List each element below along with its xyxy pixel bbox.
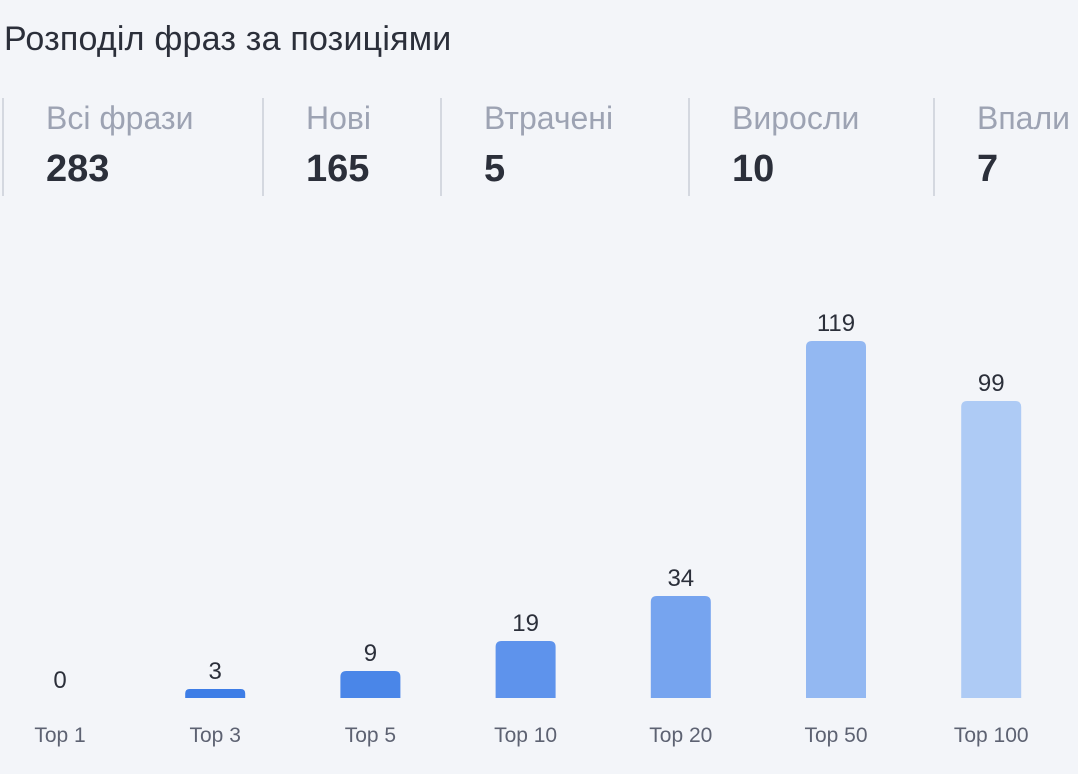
category-label: Top 1 xyxy=(34,724,85,747)
stats-row: Всі фрази 283 Нові 165 Втрачені 5 Виросл… xyxy=(0,98,1078,196)
stat-value: 7 xyxy=(977,148,999,190)
category-label: Top 100 xyxy=(954,724,1029,747)
bar-value-label: 0 xyxy=(53,667,66,694)
stat-value: 165 xyxy=(306,148,370,190)
bar-top-5[interactable] xyxy=(340,671,401,698)
stat-label: Втрачені xyxy=(484,100,614,136)
bar-top-3[interactable] xyxy=(185,689,246,698)
bar-top-20[interactable] xyxy=(650,596,711,698)
stat-label: Всі фрази xyxy=(46,100,194,136)
bar-value-label: 19 xyxy=(512,610,539,637)
stat-value: 283 xyxy=(46,148,110,190)
category-label: Top 3 xyxy=(190,724,241,747)
bar-value-label: 99 xyxy=(978,370,1005,397)
stat-label: Нові xyxy=(306,100,372,136)
bar-value-label: 9 xyxy=(364,640,377,667)
stat-value: 10 xyxy=(732,148,775,190)
stat-fell[interactable]: Впали 7 xyxy=(933,98,1078,196)
bar-top-50[interactable] xyxy=(806,341,866,698)
bar-value-label: 119 xyxy=(817,310,855,337)
stat-grew[interactable]: Виросли 10 xyxy=(688,98,934,196)
stat-all-phrases[interactable]: Всі фрази 283 xyxy=(2,98,264,196)
stat-value: 5 xyxy=(484,148,506,190)
category-label: Top 10 xyxy=(494,724,557,747)
page-title: Розподіл фраз за позиціями xyxy=(4,20,452,58)
stat-new[interactable]: Нові 165 xyxy=(262,98,442,196)
bar-top-100[interactable] xyxy=(961,401,1022,698)
category-label: Top 5 xyxy=(345,724,396,747)
stat-label: Виросли xyxy=(732,100,860,136)
stat-lost[interactable]: Втрачені 5 xyxy=(440,98,690,196)
bar-top-10[interactable] xyxy=(495,641,556,698)
category-label: Top 50 xyxy=(804,724,867,747)
stat-label: Впали xyxy=(977,100,1071,136)
category-label: Top 20 xyxy=(649,724,712,747)
bar-value-label: 34 xyxy=(667,565,694,592)
bar-value-label: 3 xyxy=(209,658,222,685)
